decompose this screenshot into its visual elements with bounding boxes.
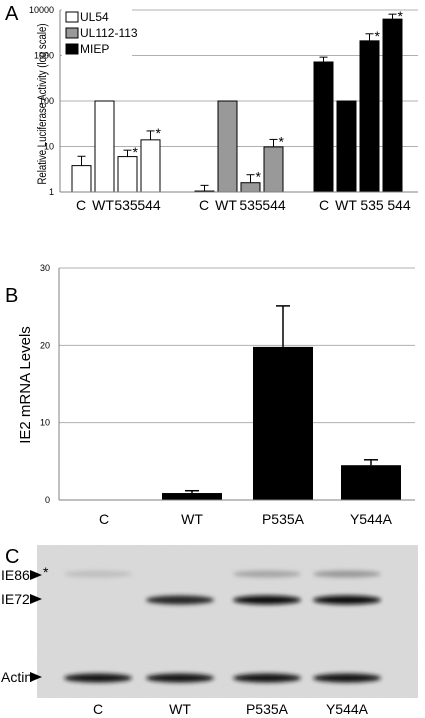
panel-a-category-label: 544 (387, 197, 411, 213)
panel-a-bar (263, 146, 284, 193)
panel-b-letter: B (5, 285, 18, 307)
panel-a-significance-star: * (256, 169, 262, 185)
panel-a-category-label: WT (215, 197, 237, 213)
panel-a-category-label: 544 (262, 197, 286, 213)
panel-a-significance-star: * (156, 125, 162, 141)
panel-a-bar (313, 61, 334, 193)
blot-band-actin (313, 673, 381, 683)
panel-b-y-tick-label: 0 (45, 495, 50, 505)
panel-a-category-label: C (76, 197, 86, 213)
panel-b-y-tick-label: 10 (40, 418, 50, 428)
blot-lane-label: Y544A (326, 701, 369, 717)
blot-band-ie86 (313, 570, 381, 578)
blot-band-actin (146, 673, 214, 683)
panel-a-significance-star: * (133, 144, 139, 160)
panel-a-y-tick-label: 1000 (34, 51, 54, 61)
panel-a-category-label: 535 (360, 197, 384, 213)
blot-band-actin (64, 673, 132, 683)
legend-swatch-miep (65, 43, 79, 55)
panel-a-category-label: WT (335, 197, 357, 213)
panel-a-y-tick-label: 10000 (29, 5, 54, 15)
panel-c-letter: C (5, 546, 19, 568)
panel-a-category-label: C (199, 197, 209, 213)
panel-a-significance-star: * (398, 8, 404, 24)
panel-b-bar (341, 465, 401, 500)
blot-label-ie72: IE72 (1, 591, 30, 607)
panel-a-chart: Relative Luciferase Activity (log scale)… (29, 5, 418, 213)
panel-a-bar (140, 139, 161, 193)
legend-label-ul54: UL54 (80, 10, 109, 24)
panel-a-significance-star: * (375, 28, 381, 44)
blot-label-actin: Actin (1, 669, 32, 685)
panel-a-bar (336, 100, 357, 193)
panel-a-bar (359, 40, 380, 193)
blot-arrow-icon (30, 594, 42, 604)
panel-b-y-axis-label: IE2 mRNA Levels (17, 326, 34, 444)
panel-a-bar (71, 165, 92, 193)
panel-b-y-tick-label: 20 (40, 340, 50, 350)
panel-a-letter: A (5, 3, 19, 25)
panel-a-bar (117, 156, 138, 193)
blot-ie86-star: * (43, 564, 49, 580)
panel-a-category-label: WT (92, 197, 114, 213)
legend-swatch-ul54 (65, 11, 79, 23)
panel-b-chart: IE2 mRNA Levels 0 10 20 30 C WT P535A Y544A (17, 263, 415, 527)
panel-b-bar (253, 346, 313, 500)
panel-b-category-label: Y544A (350, 511, 393, 527)
blot-texture (37, 545, 418, 698)
panel-a-y-axis-label: Relative Luciferase Activity (log scale) (36, 23, 49, 184)
blot-lane-label: C (93, 701, 103, 717)
panel-a-bar (217, 100, 238, 193)
blot-band-ie72 (233, 595, 301, 605)
blot-band-ie72 (313, 595, 381, 605)
legend-label-miep: MIEP (80, 42, 109, 56)
blot-lane-label: P535A (246, 701, 289, 717)
blot-arrow-icon (30, 672, 42, 682)
panel-a-y-tick-label: 100 (39, 96, 54, 106)
blot-band-ie86 (64, 570, 132, 578)
panel-a-bar (94, 100, 115, 193)
blot-band-ie86 (146, 570, 214, 578)
panel-a-legend: UL54 UL112-113 MIEP (62, 9, 138, 59)
panel-b-category-label: C (99, 511, 109, 527)
panel-c-western-blot: IE86 IE72 Actin * C WT P535A Y544A (1, 545, 418, 717)
panel-b-category-label: P535A (262, 511, 305, 527)
legend-swatch-ul112-113 (65, 27, 79, 39)
panel-a-category-label: C (319, 197, 329, 213)
blot-band-ie72 (146, 595, 214, 605)
legend-label-ul112-113: UL112-113 (80, 26, 138, 40)
blot-arrow-icon (30, 570, 42, 580)
blot-band-actin (233, 673, 301, 683)
panel-a-category-label: 544 (137, 197, 161, 213)
panel-a-y-tick-label: 1 (49, 187, 54, 197)
panel-a-bar (382, 18, 403, 193)
panel-a-y-tick-label: 10 (44, 142, 54, 152)
blot-label-ie86: IE86 (1, 567, 30, 583)
panel-a-significance-star: * (279, 133, 285, 149)
blot-band-ie86 (233, 570, 301, 578)
panel-a-category-label: 535 (114, 197, 138, 213)
blot-lane-label: WT (169, 701, 191, 717)
panel-b-y-tick-label: 30 (40, 263, 50, 273)
panel-b-category-label: WT (181, 511, 203, 527)
panel-a-category-label: 535 (239, 197, 263, 213)
panel-b-bar (162, 493, 222, 500)
